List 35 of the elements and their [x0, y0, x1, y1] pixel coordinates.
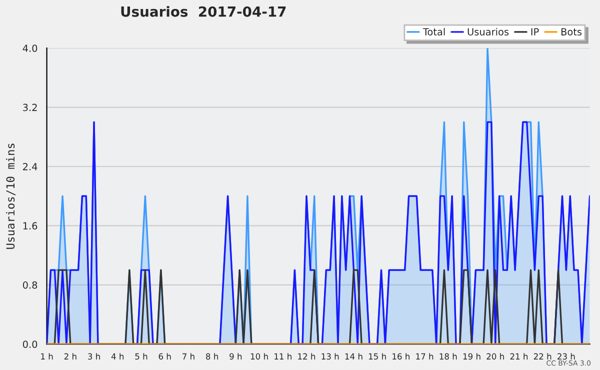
x-tick-label: 1 h	[41, 353, 53, 360]
y-tick-label: 0.0	[22, 340, 38, 348]
y-tick-label: 3.2	[23, 104, 37, 112]
x-tick-label: 16 h	[392, 353, 410, 360]
x-tick-label: 10 h	[250, 353, 268, 360]
x-tick-label: 21 h	[510, 353, 528, 360]
y-tick-label: 1.6	[23, 222, 38, 230]
x-tick-label: 5 h	[135, 353, 148, 360]
y-tick-label: 4.0	[22, 44, 38, 52]
x-tick-label: 13 h	[322, 353, 339, 360]
x-tick-label: 20 h	[486, 353, 504, 360]
x-tick-label: 3 h	[88, 353, 100, 360]
x-tick-label: 22 h	[534, 353, 552, 360]
x-tick-label: 8 h	[206, 353, 218, 360]
x-tick-label: 12 h	[298, 353, 316, 360]
y-tick-label: 0.8	[22, 281, 38, 289]
x-tick-label: 15 h	[368, 353, 386, 360]
y-tick-label: 2.4	[23, 162, 38, 170]
x-tick-label: 2 h	[64, 353, 76, 360]
x-tick-label: 6 h	[158, 353, 171, 360]
chart-title: Usuarios 2017-04-17	[121, 6, 286, 17]
y-axis-title: Usuarios/10 mins	[6, 144, 16, 249]
legend-label: Total	[422, 28, 445, 36]
x-tick-label: 9 h	[230, 353, 242, 360]
x-tick-label: 23 h	[558, 353, 575, 360]
legend-label: Usuarios	[468, 28, 509, 36]
x-tick-label: 14 h	[345, 353, 362, 360]
x-tick-label: 4 h	[111, 353, 124, 360]
x-tick-label: 18 h	[440, 353, 457, 360]
x-tick-label: 19 h	[463, 353, 480, 360]
legend-label: IP	[531, 28, 539, 36]
x-tick-label: 7 h	[182, 353, 194, 360]
x-tick-label: 17 h	[416, 353, 434, 360]
x-tick-label: 11 h	[274, 353, 292, 360]
legend-label: Bots	[561, 28, 582, 36]
